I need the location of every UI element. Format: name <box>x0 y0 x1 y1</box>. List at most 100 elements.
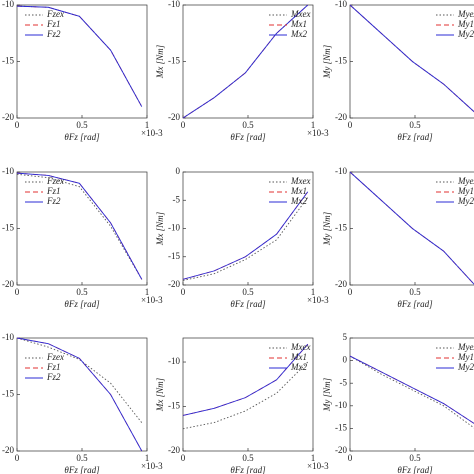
y-tick-label: -20 <box>335 279 347 289</box>
y-tick-label: -20 <box>335 445 347 455</box>
axes-box <box>182 337 314 452</box>
y-tick-label: -15 <box>335 56 347 66</box>
y-tick-label: -15 <box>2 223 14 233</box>
legend-label: Myex <box>457 342 474 352</box>
legend-label: Fz2 <box>46 196 61 206</box>
legend-label: Mx1 <box>290 186 307 196</box>
legend-label: Mxex <box>290 342 310 352</box>
x-tick-label: 0.5 <box>409 453 421 463</box>
x-tick-label: 0 <box>15 120 20 130</box>
legend-label: Fz1 <box>46 186 61 196</box>
x-exponent: ×10-3 <box>307 295 329 305</box>
series-line <box>16 5 143 107</box>
legend-label: Fzex <box>46 352 64 362</box>
legend-label: Fzex <box>46 9 64 19</box>
legend-label: Fz2 <box>46 372 61 382</box>
x-tick-label: 1 <box>311 453 316 463</box>
y-tick-label: -15 <box>2 389 14 399</box>
legend-label: Mx2 <box>290 29 307 39</box>
series-line <box>16 173 143 280</box>
legend-label: My1 <box>457 186 474 196</box>
legend-label: Mxex <box>290 9 310 19</box>
y-tick-label: -20 <box>2 112 14 122</box>
x-tick-label: 0 <box>15 453 20 463</box>
series-line <box>182 191 309 280</box>
y-tick-label: -15 <box>2 56 14 66</box>
x-tick-label: 1 <box>145 287 150 297</box>
x-tick-label: 0.5 <box>242 120 254 130</box>
x-tick-label: 0 <box>181 120 186 130</box>
x-axis-label: θFz [rad] <box>230 299 266 309</box>
y-tick-label: -15 <box>335 223 347 233</box>
x-tick-label: 0 <box>15 287 20 297</box>
x-tick-label: 0.5 <box>409 120 421 130</box>
legend-label: Mxex <box>290 176 310 186</box>
y-tick-label: -10 <box>2 0 14 9</box>
series-line <box>16 337 143 452</box>
x-axis-label: θFz [rad] <box>230 465 266 474</box>
x-tick-label: 0.5 <box>76 287 88 297</box>
x-tick-label: 0 <box>181 287 186 297</box>
x-tick-label: 1 <box>145 120 150 130</box>
series-line <box>349 4 474 113</box>
y-tick-label: -20 <box>2 279 14 289</box>
y-tick-label: 0 <box>176 166 181 176</box>
x-axis-label: θFz [rad] <box>64 465 100 474</box>
legend-label: My1 <box>457 352 474 362</box>
y-axis-label: Mx [Nm] <box>155 44 165 79</box>
legend-label: My2 <box>457 29 474 39</box>
x-tick-label: 0.5 <box>76 120 88 130</box>
y-tick-label: -10 <box>2 332 14 342</box>
legend-label: Mx2 <box>290 196 307 206</box>
series-line <box>16 172 143 280</box>
y-axis-label: My [Nm] <box>322 44 332 79</box>
x-tick-label: 1 <box>145 453 150 463</box>
legend-label: Fz1 <box>46 362 61 372</box>
y-tick-label: -10 <box>335 400 347 410</box>
series-line <box>16 337 143 424</box>
axes-box <box>16 337 148 452</box>
y-axis-label: Mx [Nm] <box>155 211 165 246</box>
x-axis-label: θFz [rad] <box>64 299 100 309</box>
x-tick-label: 0 <box>181 453 186 463</box>
legend-label: My1 <box>457 19 474 29</box>
y-tick-label: -10 <box>168 356 180 366</box>
x-exponent: ×10-3 <box>141 295 163 305</box>
y-tick-label: -10 <box>335 166 347 176</box>
x-tick-label: 1 <box>311 120 316 130</box>
y-axis-label: Mx [Nm] <box>155 377 165 412</box>
series-line <box>349 355 474 429</box>
series-line <box>182 4 309 119</box>
series-line <box>182 197 309 281</box>
axes-box <box>16 171 148 286</box>
y-tick-label: -15 <box>168 251 180 261</box>
legend-label: Fzex <box>46 176 64 186</box>
y-tick-label: -5 <box>173 194 181 204</box>
y-tick-label: -20 <box>168 445 180 455</box>
legend-label: Fz2 <box>46 29 61 39</box>
series-line <box>349 355 474 424</box>
legend-label: My2 <box>457 196 474 206</box>
legend-label: Myex <box>457 9 474 19</box>
y-tick-label: -20 <box>168 112 180 122</box>
x-exponent: ×10-3 <box>141 128 163 138</box>
y-tick-label: 0 <box>343 355 348 365</box>
x-axis-label: θFz [rad] <box>397 465 433 474</box>
y-tick-label: -15 <box>168 56 180 66</box>
y-axis-label: My [Nm] <box>322 211 332 246</box>
y-tick-label: 5 <box>343 332 348 342</box>
y-tick-label: -15 <box>335 422 347 432</box>
y-tick-label: -10 <box>335 0 347 9</box>
y-tick-label: -15 <box>168 401 180 411</box>
x-tick-label: 0.5 <box>242 453 254 463</box>
legend-label: Mx1 <box>290 19 307 29</box>
y-tick-label: -20 <box>168 279 180 289</box>
y-tick-label: -10 <box>168 223 180 233</box>
y-axis-label: My [Nm] <box>322 377 332 412</box>
axes-box <box>182 4 314 119</box>
x-exponent: ×10-3 <box>307 128 329 138</box>
x-axis-label: θFz [rad] <box>230 132 266 142</box>
x-tick-label: 1 <box>311 287 316 297</box>
legend-label: Fz1 <box>46 19 61 29</box>
